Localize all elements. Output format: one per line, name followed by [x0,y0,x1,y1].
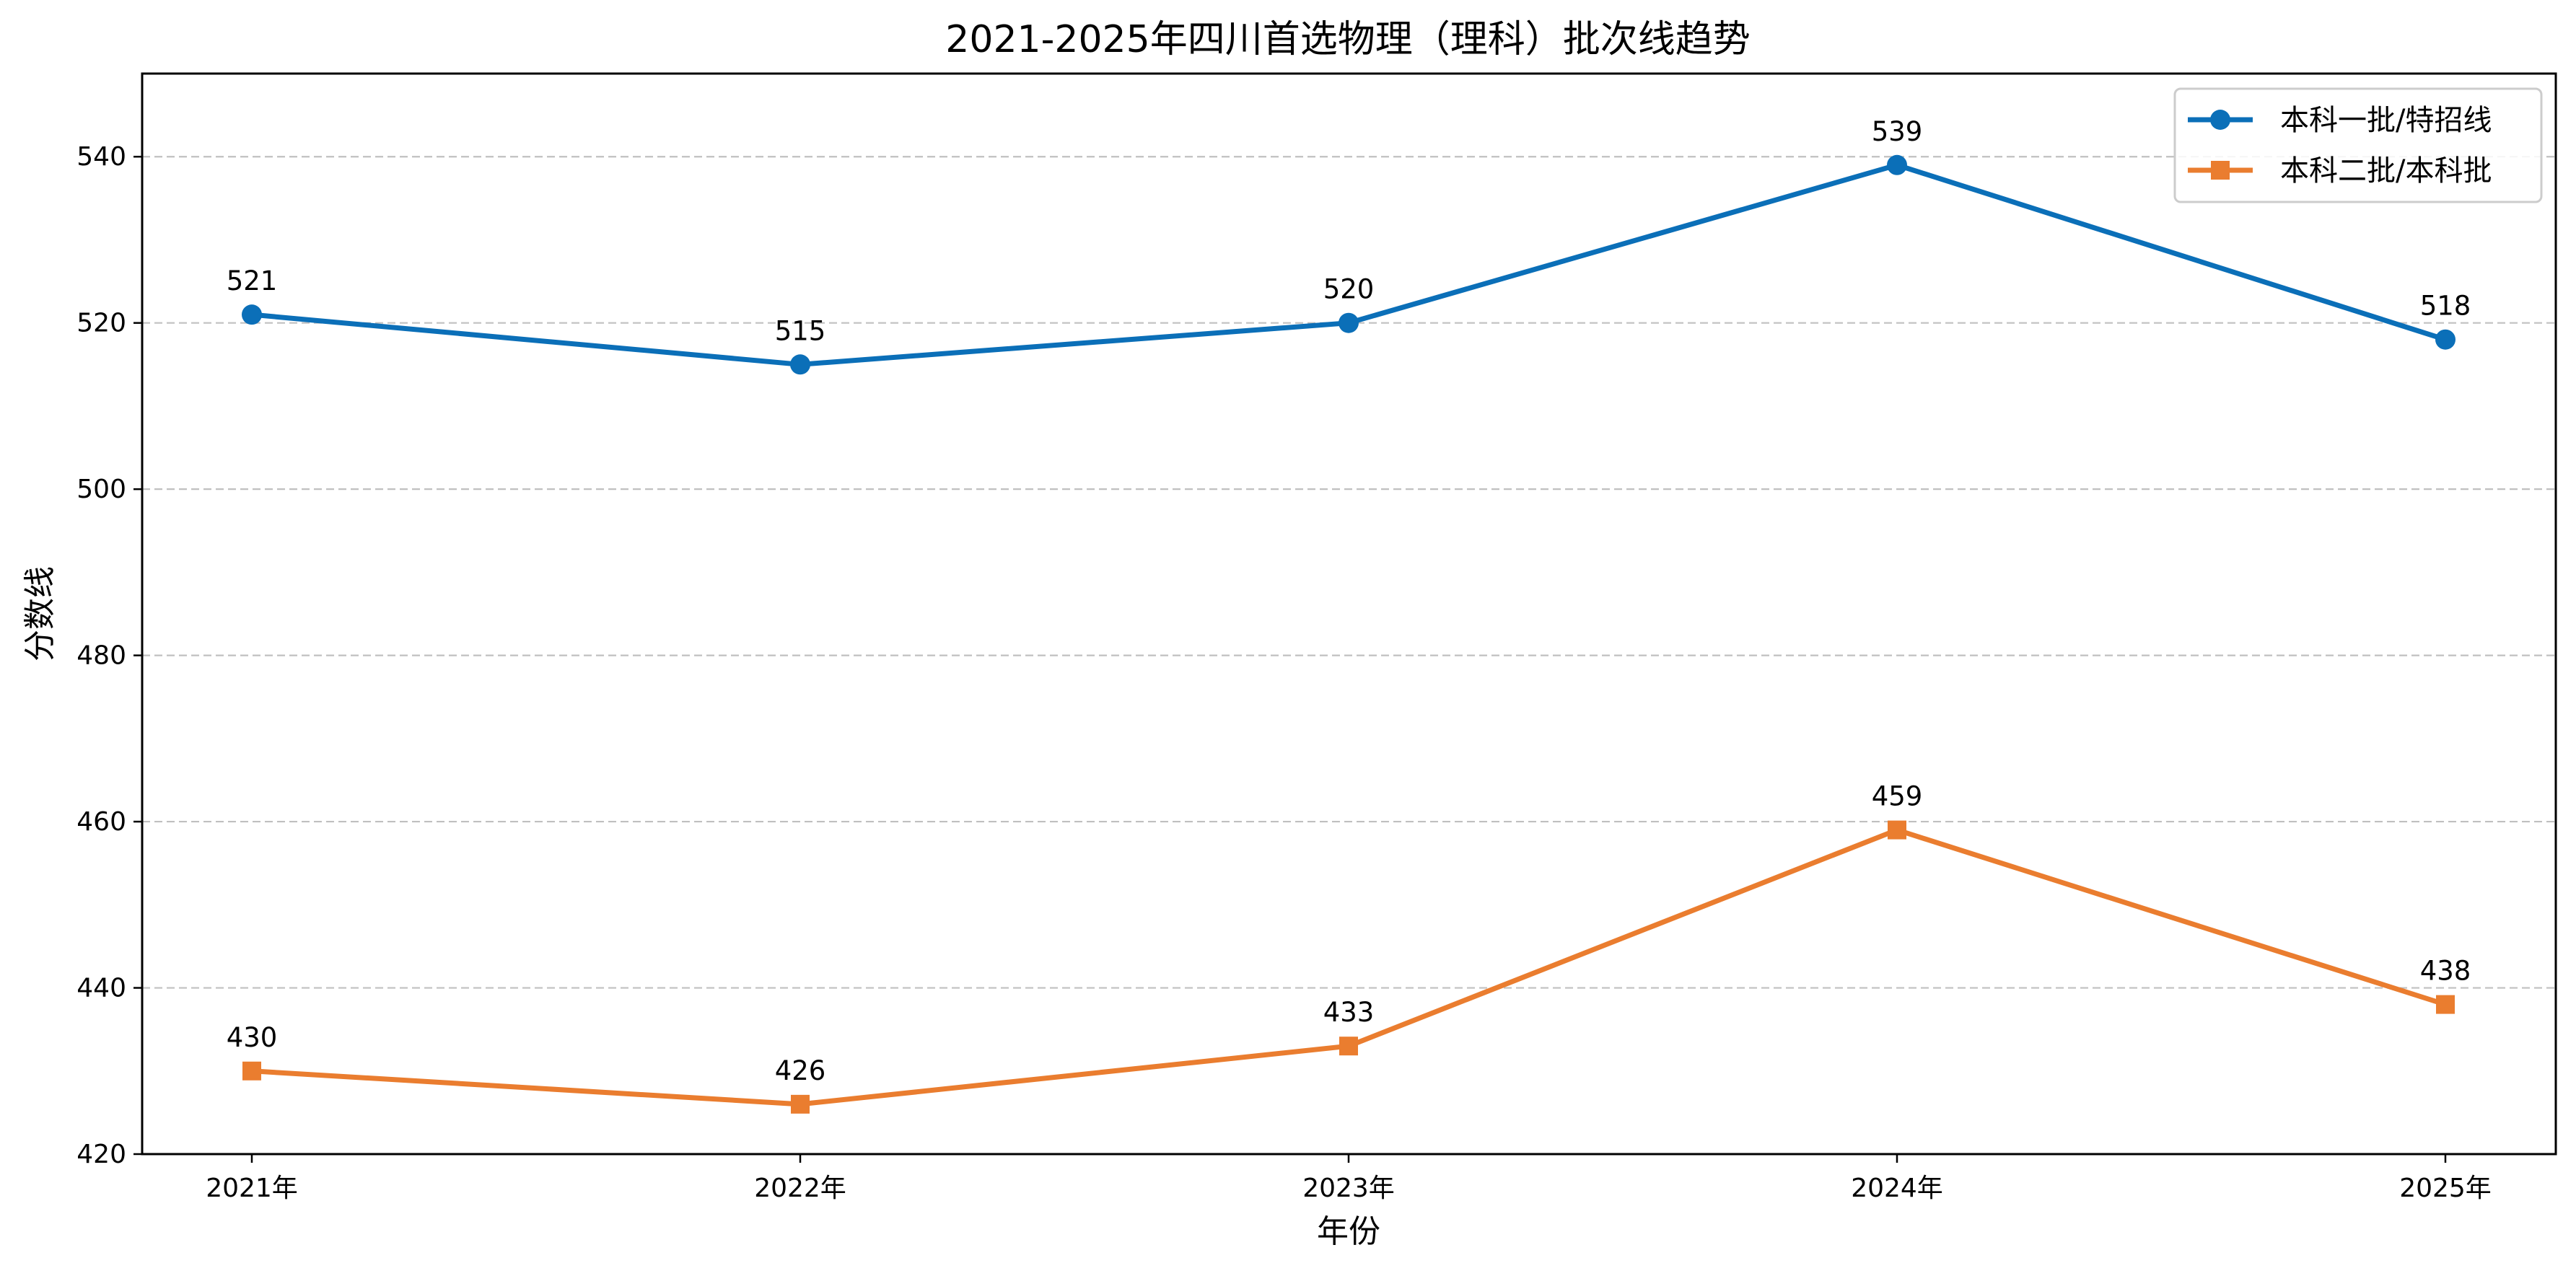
y-tick-label: 420 [76,1140,126,1169]
data-point [1888,820,1906,840]
data-point [242,304,262,325]
data-label: 539 [1872,116,1923,147]
legend-box [2173,87,2543,203]
data-label: 521 [227,265,278,296]
x-tick-label: 2023年 [1302,1174,1395,1203]
y-axis: 420 440 460 480 500 520 540 [76,142,142,1169]
data-label: 459 [1872,781,1923,812]
x-tick-label: 2022年 [754,1174,846,1203]
data-label: 426 [775,1055,826,1086]
y-tick-label: 480 [76,641,126,671]
data-point [1339,1037,1358,1056]
chart-title: 2021-2025年四川首选物理（理科）批次线趋势 [945,18,1750,61]
data-label: 520 [1323,274,1375,305]
data-point [242,1061,261,1081]
y-tick-label: 500 [76,475,126,504]
data-label: 433 [1323,997,1375,1028]
data-point [1887,154,1907,175]
y-tick-label: 540 [76,142,126,172]
data-point [790,354,810,375]
data-label: 430 [227,1022,278,1053]
data-label: 515 [775,315,826,346]
legend-label: 本科一批/特招线 [2280,104,2492,137]
data-point [2436,995,2455,1014]
x-tick-label: 2021年 [206,1174,298,1203]
data-point [2435,329,2455,350]
x-axis: 2021年 2022年 2023年 2024年 2025年 [206,1154,2492,1203]
series-group: 521 515 520 539 518 430 426 433 459 438 [227,116,2471,1114]
y-axis-label: 分数线 [22,566,58,661]
data-point [1339,312,1359,333]
x-tick-label: 2024年 [1851,1174,1943,1203]
data-label: 438 [2420,956,2471,987]
legend-marker [2211,161,2230,180]
x-axis-label: 年份 [1317,1213,1380,1250]
y-tick-label: 460 [76,807,126,837]
legend-marker [2210,110,2230,130]
data-point [791,1094,810,1114]
legend-label: 本科二批/本科批 [2280,154,2492,188]
y-tick-label: 520 [76,309,126,338]
y-tick-label: 440 [76,974,126,1003]
plot-area-frame [141,72,2557,1156]
series-line [251,827,2447,1107]
x-tick-label: 2025年 [2399,1174,2492,1203]
data-label: 518 [2420,291,2471,322]
series-line [251,162,2447,367]
